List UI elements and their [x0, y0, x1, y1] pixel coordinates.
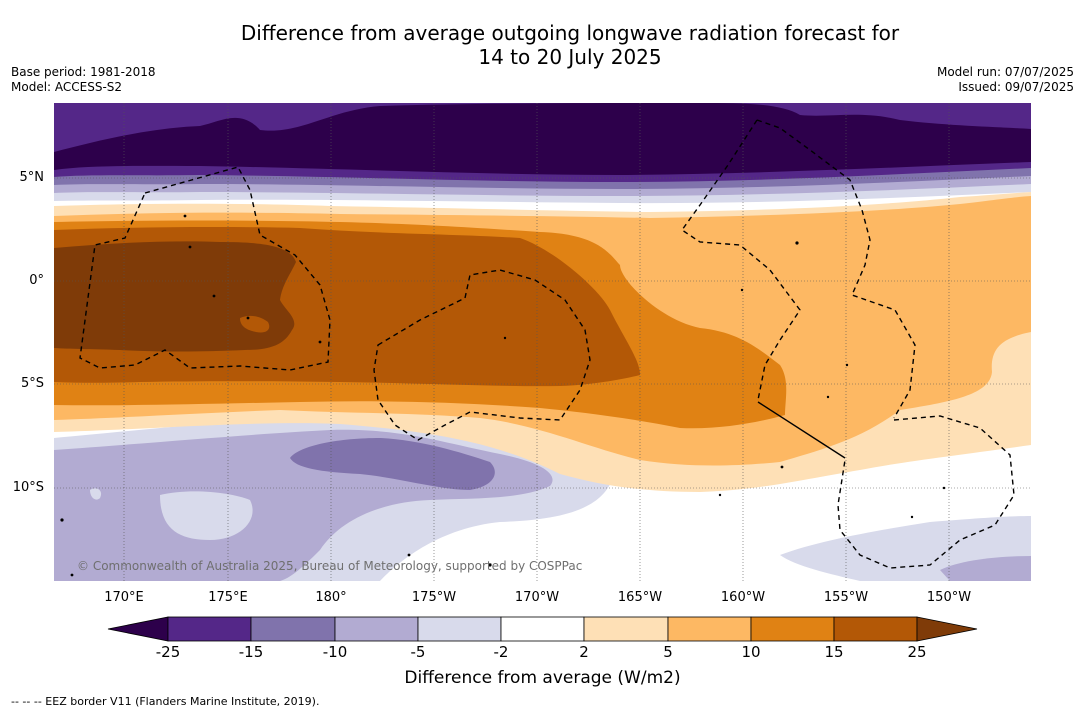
colorbar-seg-8: [750, 616, 835, 642]
island: [780, 465, 784, 469]
meta-right: Model run: 07/07/2025 Issued: 09/07/2025: [937, 65, 1074, 95]
model-run: Model run: 07/07/2025: [936, 65, 1074, 79]
colorbar-tick: 15: [824, 643, 844, 661]
island: [246, 316, 250, 320]
lon-label-175w: 175°W: [411, 590, 457, 605]
graticule: [54, 103, 1031, 581]
colorbar-tick: 25: [907, 643, 927, 661]
lon-label-175e: 175°E: [208, 590, 248, 605]
south-patch-light-1: [160, 491, 253, 540]
eez-line-west: [681, 119, 801, 401]
island: [826, 395, 830, 399]
south-patch-light-2: [90, 488, 102, 500]
eez-kiribati-gilbert: [79, 166, 331, 371]
lon-label-160w: 160°W: [720, 590, 766, 605]
lon-label-155w: 155°W: [823, 590, 869, 605]
colorbar-tick: 2: [579, 643, 589, 661]
colorbar-extend-left: [107, 616, 169, 642]
colorbar-tick: 5: [663, 643, 673, 661]
lat-label-10s: 10°S: [12, 480, 44, 495]
island: [718, 493, 722, 497]
island: [740, 288, 744, 292]
islands: [60, 214, 946, 577]
colorbar-seg-6: [583, 616, 669, 642]
band-pos-25: [54, 241, 296, 352]
lat-label-5s: 5°S: [20, 376, 44, 391]
colorbar-label: Difference from average (W/m2): [404, 668, 681, 688]
island: [188, 245, 192, 249]
island: [60, 518, 64, 522]
lon-label-170w: 170°W: [514, 590, 560, 605]
colorbar-seg-3: [334, 616, 419, 642]
island: [407, 553, 411, 557]
island: [70, 573, 74, 577]
colorbar-extend-right: [916, 616, 978, 642]
colorbar-tick: 10: [741, 643, 761, 661]
issued-date: Issued: 09/07/2025: [958, 80, 1074, 94]
island: [318, 340, 322, 344]
anomaly-field: [54, 103, 1031, 581]
colorbar-tick: -15: [238, 643, 264, 661]
colorbar-seg-5: [500, 616, 585, 642]
model-name: Model: ACCESS-S2: [11, 80, 123, 94]
lon-label-165w: 165°W: [617, 590, 663, 605]
eez-solid-segment: [757, 401, 846, 459]
band-southeast-minus5: [940, 556, 1031, 581]
island: [845, 363, 849, 367]
island: [503, 336, 507, 340]
island: [795, 241, 799, 245]
colorbar-tick: -10: [322, 643, 348, 661]
band-south-minus10: [290, 438, 495, 490]
colorbar-tick: -5: [410, 643, 426, 661]
colorbar-seg-4: [417, 616, 502, 642]
lon-label-150w: 150°W: [926, 590, 972, 605]
colorbar-seg-2: [250, 616, 336, 642]
island: [212, 294, 216, 298]
title-line-2: 14 to 20 July 2025: [478, 45, 662, 69]
island: [488, 563, 492, 567]
colorbar-seg-1: [167, 616, 252, 642]
eez-footnote: -- -- -- EEZ border V11 (Flanders Marine…: [11, 695, 320, 708]
base-period: Base period: 1981-2018: [11, 65, 156, 79]
eez-borders: [79, 119, 1015, 569]
colorbar: [107, 616, 978, 642]
band-north-minus25: [54, 103, 1031, 175]
meta-left: Base period: 1981-2018 Model: ACCESS-S2: [11, 65, 156, 95]
title-line-1: Difference from average outgoing longwav…: [240, 21, 900, 45]
island: [183, 214, 187, 218]
lat-label-5n: 5°N: [19, 170, 45, 185]
map-title: Difference from average outgoing longwav…: [0, 21, 1085, 69]
lat-label-0: 0°: [29, 273, 44, 288]
colorbar-tick: -25: [155, 643, 181, 661]
colorbar-seg-7: [667, 616, 752, 642]
island: [942, 486, 946, 490]
band-pos-25-notch: [240, 315, 270, 333]
island: [910, 515, 914, 519]
copyright-credit: © Commonwealth of Australia 2025, Bureau…: [77, 559, 583, 573]
colorbar-seg-9: [833, 616, 918, 642]
eez-kiribati-line: [756, 119, 916, 419]
lon-label-170e: 170°E: [104, 590, 144, 605]
colorbar-tick: -2: [493, 643, 509, 661]
lon-label-180: 180°: [315, 590, 347, 605]
